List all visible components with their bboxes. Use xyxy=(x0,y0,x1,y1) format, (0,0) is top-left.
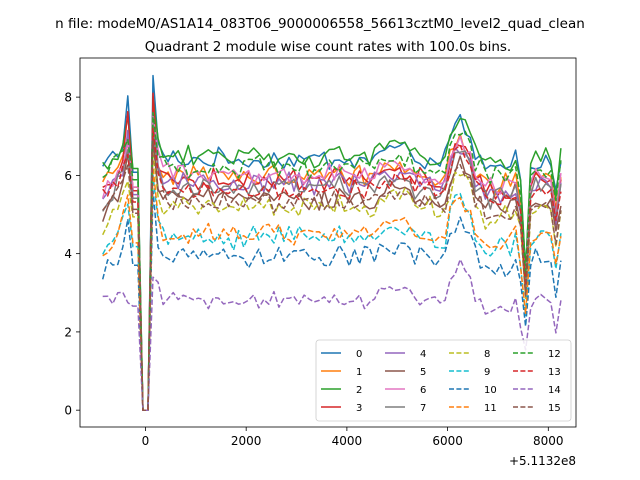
legend-label: 6 xyxy=(420,385,426,396)
legend-label: 7 xyxy=(420,403,426,414)
plot-frame xyxy=(79,57,577,428)
series-line-2 xyxy=(102,96,562,411)
x-tick-label: 4000 xyxy=(332,434,363,448)
y-axis: 0 2 4 6 8 xyxy=(64,91,80,418)
series-line-15 xyxy=(102,139,562,411)
chart-title: Quadrant 2 module wise count rates with … xyxy=(145,39,511,55)
series-line-12 xyxy=(102,112,562,411)
y-tick-label: 8 xyxy=(64,91,72,105)
series-line-9 xyxy=(102,174,562,411)
legend-label: 13 xyxy=(548,367,561,378)
legend-label: 10 xyxy=(484,385,497,396)
y-tick-label: 6 xyxy=(64,169,72,183)
x-tick-label: 8000 xyxy=(533,434,564,448)
x-offset-label: +5.1132e8 xyxy=(509,454,576,468)
legend-label: 8 xyxy=(484,349,490,360)
legend-label: 15 xyxy=(548,403,561,414)
legend-label: 5 xyxy=(420,367,426,378)
legend-label: 12 xyxy=(548,349,561,360)
y-tick-label: 2 xyxy=(64,325,72,339)
series-layer xyxy=(101,74,562,411)
y-tick-label: 0 xyxy=(64,404,72,418)
series-line-11 xyxy=(102,166,562,411)
legend-label: 14 xyxy=(548,385,561,396)
series-line-14 xyxy=(102,258,562,411)
legend-label: 4 xyxy=(420,349,426,360)
x-axis: 0 2000 4000 6000 8000 xyxy=(142,427,564,448)
series-line-6 xyxy=(101,115,562,411)
series-line-4 xyxy=(102,112,562,411)
legend-label: 2 xyxy=(356,385,362,396)
legend-label: 11 xyxy=(484,403,497,414)
x-tick-label: 0 xyxy=(142,434,150,448)
series-line-8 xyxy=(102,151,562,411)
y-tick-label: 4 xyxy=(64,247,72,261)
legend-frame xyxy=(315,339,572,422)
x-tick-label: 6000 xyxy=(432,434,463,448)
legend-label: 9 xyxy=(484,367,490,378)
legend-label: 1 xyxy=(356,367,362,378)
legend-label: 3 xyxy=(356,403,362,414)
legend-label: 0 xyxy=(356,349,362,360)
x-tick-label: 2000 xyxy=(231,434,262,448)
chart-suptitle: n file: modeM0/AS1A14_083T06_9000006558_… xyxy=(55,16,585,32)
series-line-10 xyxy=(101,190,562,411)
series-line-13 xyxy=(102,127,562,411)
